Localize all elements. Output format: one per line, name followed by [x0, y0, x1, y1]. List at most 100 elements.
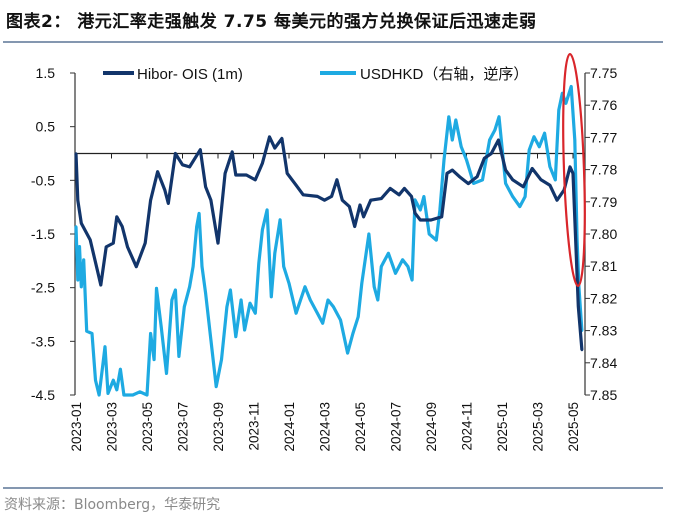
data-point-usdhkd	[270, 295, 273, 299]
data-point-hibor-ois	[115, 215, 119, 219]
data-point-usdhkd	[406, 265, 410, 268]
data-point-usdhkd	[278, 218, 282, 222]
data-point-usdhkd	[316, 311, 319, 315]
data-point-usdhkd	[438, 208, 442, 212]
data-point-hibor-ois	[458, 175, 461, 178]
data-point-usdhkd	[543, 131, 546, 135]
x-tick-label: 2023-01	[69, 402, 84, 452]
title-divider	[3, 41, 663, 43]
left-tick-label: -1.5	[31, 226, 55, 242]
data-point-hibor-ois	[135, 265, 138, 269]
data-point-usdhkd	[459, 145, 463, 148]
data-point-hibor-ois	[104, 245, 108, 249]
data-point-usdhkd	[90, 332, 94, 335]
data-point-usdhkd	[564, 102, 568, 105]
data-point-usdhkd	[422, 195, 426, 198]
data-point-usdhkd	[197, 212, 201, 215]
left-tick-label: -2.5	[31, 280, 55, 296]
x-tick-label: 2024-11	[460, 402, 475, 451]
data-point-hibor-ois	[280, 137, 284, 140]
x-tick-label: 2023-11	[247, 402, 262, 451]
data-point-usdhkd	[518, 205, 522, 208]
data-point-hibor-ois	[80, 222, 83, 225]
data-point-hibor-ois	[209, 198, 213, 202]
data-point-usdhkd	[465, 158, 468, 162]
data-point-hibor-ois	[353, 225, 357, 228]
data-point-usdhkd	[106, 392, 110, 395]
footer-divider	[3, 487, 663, 489]
data-point-usdhkd	[303, 285, 307, 289]
data-point-usdhkd	[321, 321, 325, 325]
data-point-usdhkd	[427, 232, 431, 236]
data-point-hibor-ois	[99, 283, 103, 287]
x-tick-label: 2024-09	[424, 402, 439, 452]
data-point-usdhkd	[527, 148, 531, 152]
right-tick-label: 7.76	[590, 97, 617, 113]
data-point-usdhkd	[332, 305, 335, 309]
x-tick-label: 2023-03	[105, 402, 120, 452]
data-point-usdhkd	[447, 115, 451, 119]
data-point-hibor-ois	[323, 198, 326, 202]
data-point-hibor-ois	[74, 152, 78, 155]
data-point-usdhkd	[209, 338, 213, 342]
source-note: 资料来源：Bloomberg，华泰研究	[4, 497, 221, 513]
data-point-usdhkd	[557, 108, 561, 112]
data-point-usdhkd	[326, 298, 330, 302]
data-point-hibor-ois	[369, 198, 373, 202]
data-point-hibor-ois	[199, 148, 202, 151]
data-point-hibor-ois	[88, 238, 92, 242]
data-point-usdhkd	[554, 178, 557, 182]
data-point-hibor-ois	[216, 241, 220, 245]
right-tick-label: 7.82	[590, 290, 617, 306]
data-point-usdhkd	[131, 393, 135, 397]
data-point-usdhkd	[569, 85, 573, 88]
data-point-usdhkd	[155, 287, 158, 290]
x-tick-label: 2023-09	[211, 402, 226, 452]
data-point-usdhkd	[234, 335, 238, 339]
data-point-hibor-ois	[273, 146, 277, 150]
data-point-hibor-ois	[445, 172, 449, 175]
data-point-usdhkd	[380, 265, 383, 268]
data-point-hibor-ois	[76, 198, 80, 202]
data-point-usdhkd	[387, 252, 390, 255]
data-point-hibor-ois	[403, 187, 406, 190]
data-point-hibor-ois	[245, 173, 248, 177]
data-point-usdhkd	[413, 198, 417, 202]
data-point-hibor-ois	[126, 245, 129, 249]
data-point-hibor-ois	[467, 182, 470, 185]
data-point-usdhkd	[481, 178, 484, 182]
right-tick-label: 7.81	[590, 258, 617, 274]
data-point-hibor-ois	[156, 170, 159, 173]
data-point-hibor-ois	[410, 195, 413, 198]
data-point-usdhkd	[220, 358, 223, 361]
left-tick-label: -4.5	[31, 387, 55, 403]
right-tick-label: 7.77	[590, 129, 617, 145]
data-point-usdhkd	[410, 278, 414, 282]
data-point-usdhkd	[174, 288, 177, 292]
data-point-hibor-ois	[268, 135, 271, 139]
right-tick-label: 7.84	[590, 355, 617, 371]
data-point-usdhkd	[239, 298, 243, 302]
right-tick-label: 7.78	[590, 162, 617, 178]
data-point-usdhkd	[472, 182, 475, 185]
data-point-usdhkd	[248, 301, 252, 305]
data-point-hibor-ois	[451, 168, 454, 172]
chart-title: 图表2： 港元汇率走强触发 7.75 每美元的强方兑换保证后迅速走弱	[6, 12, 537, 32]
data-point-usdhkd	[419, 208, 422, 212]
data-point-usdhkd	[504, 182, 507, 185]
data-point-usdhkd	[261, 228, 264, 232]
data-point-hibor-ois	[504, 168, 507, 172]
data-point-hibor-ois	[348, 205, 351, 208]
data-point-hibor-ois	[163, 188, 167, 192]
x-tick-label: 2024-05	[353, 402, 368, 452]
axes: 1.5 0.5 -0.5 -1.5 -2.5 -3.5 -4.5 7.75 7.76 7.77 7.…	[31, 65, 618, 452]
data-point-hibor-ois	[574, 232, 577, 235]
data-point-hibor-ois	[261, 161, 264, 165]
data-point-hibor-ois	[577, 305, 580, 308]
data-point-usdhkd	[442, 158, 446, 162]
data-point-hibor-ois	[341, 198, 344, 202]
data-point-usdhkd	[214, 385, 218, 388]
data-point-usdhkd	[152, 358, 156, 361]
left-tick-label: 0.5	[36, 119, 56, 135]
